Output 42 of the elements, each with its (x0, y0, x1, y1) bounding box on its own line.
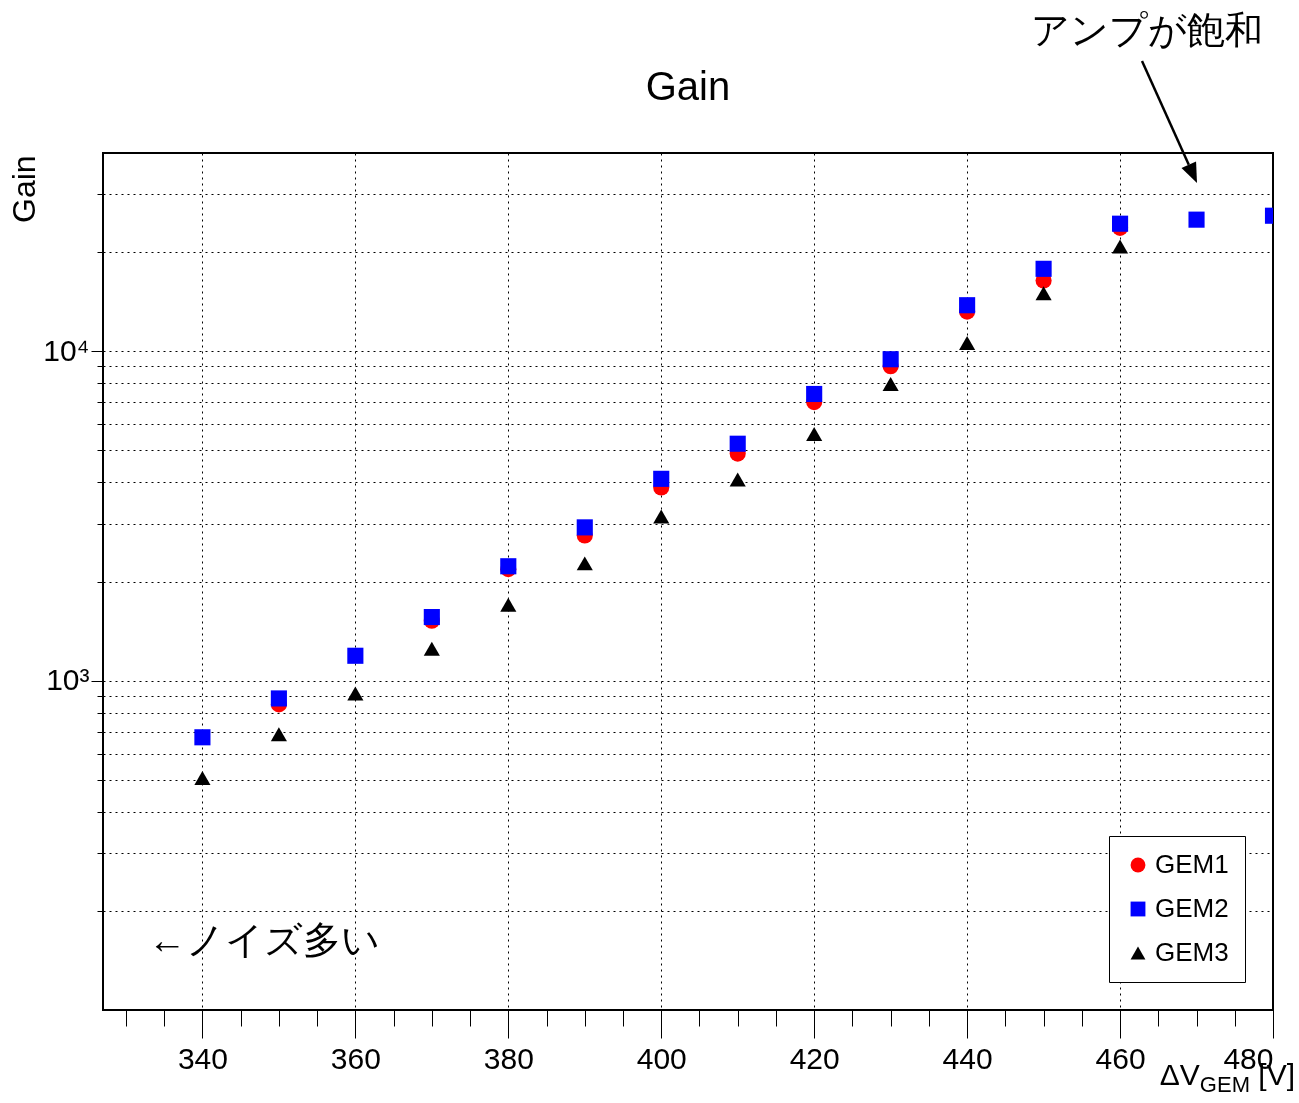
legend-label: GEM1 (1155, 849, 1229, 879)
annotation: ←ノイズ多い (148, 918, 380, 963)
point (959, 335, 976, 350)
point (653, 509, 670, 524)
x-tick-label: 400 (636, 1041, 687, 1075)
point (1112, 239, 1129, 254)
x-tick-label: 460 (1095, 1041, 1146, 1075)
point (194, 771, 211, 786)
point (1112, 215, 1129, 232)
point (347, 647, 364, 664)
point (1035, 286, 1052, 301)
point (806, 426, 823, 441)
x-tick-label: 440 (942, 1041, 993, 1075)
point (959, 297, 976, 314)
point (576, 519, 593, 536)
point (806, 385, 823, 403)
y-tick-label: 10⁴ (43, 333, 90, 367)
y-tick-label: 10³ (46, 663, 90, 697)
point (500, 597, 517, 612)
point (1035, 260, 1052, 277)
point (882, 351, 899, 368)
point (729, 472, 746, 487)
point (576, 556, 593, 571)
point (194, 729, 211, 746)
x-tick-label: 380 (483, 1041, 534, 1075)
x-tick-label: 420 (789, 1041, 840, 1075)
point (1188, 211, 1205, 228)
x-tick-label: 340 (177, 1041, 228, 1075)
y-axis-title: Gain (6, 155, 43, 223)
point (270, 727, 287, 742)
point (423, 641, 440, 656)
text: アンプが飽和 (1031, 8, 1263, 53)
x-tick-label: 360 (330, 1041, 381, 1075)
point (347, 686, 364, 701)
point (653, 470, 670, 487)
point (423, 608, 440, 626)
chart-title: Gain (645, 64, 731, 108)
point (882, 377, 899, 392)
legend-label: GEM2 (1155, 893, 1229, 923)
legend-label: GEM3 (1155, 937, 1229, 967)
point (270, 690, 287, 707)
point (729, 435, 746, 452)
